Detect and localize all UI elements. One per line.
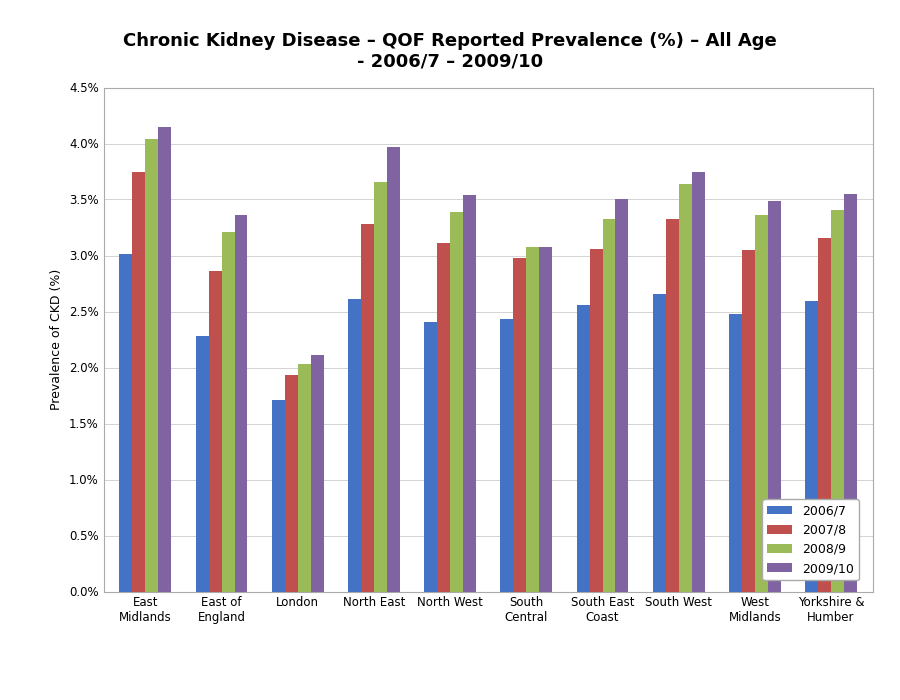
Bar (755, 215, 768, 592)
Bar (692, 172, 705, 592)
Bar (120, 254, 132, 592)
Bar (768, 201, 781, 592)
Text: Chronic Kidney Disease – QOF Reported Prevalence (%) – All Age
- 2006/7 – 2009/1: Chronic Kidney Disease – QOF Reported Pr… (123, 32, 777, 70)
Bar (374, 181, 387, 592)
Bar (539, 246, 553, 592)
Bar (666, 218, 679, 592)
Bar (437, 243, 450, 592)
Bar (132, 172, 146, 592)
Bar (424, 321, 437, 592)
Bar (652, 293, 666, 592)
Bar (679, 184, 692, 592)
Bar (235, 215, 248, 592)
Bar (844, 194, 857, 592)
Bar (818, 237, 831, 592)
Y-axis label: Prevalence of CKD (%): Prevalence of CKD (%) (50, 269, 63, 410)
Bar (310, 355, 324, 592)
Bar (195, 336, 209, 592)
Bar (831, 209, 844, 592)
Bar (577, 304, 590, 592)
Bar (729, 314, 742, 592)
Bar (500, 319, 513, 592)
Bar (742, 250, 755, 592)
Bar (590, 248, 602, 592)
Bar (513, 258, 526, 592)
Bar (450, 212, 464, 592)
Bar (361, 224, 374, 592)
Bar (464, 195, 476, 592)
Bar (158, 127, 171, 592)
Bar (387, 147, 400, 592)
Bar (616, 199, 628, 592)
Bar (209, 271, 221, 592)
Bar (602, 218, 616, 592)
Bar (284, 375, 298, 592)
Bar (146, 139, 158, 592)
Bar (298, 364, 310, 592)
Bar (526, 246, 539, 592)
Bar (272, 400, 284, 592)
Legend: 2006/7, 2007/8, 2008/9, 2009/10: 2006/7, 2007/8, 2008/9, 2009/10 (762, 500, 860, 580)
Bar (348, 299, 361, 592)
Bar (806, 302, 818, 592)
Bar (221, 232, 235, 592)
